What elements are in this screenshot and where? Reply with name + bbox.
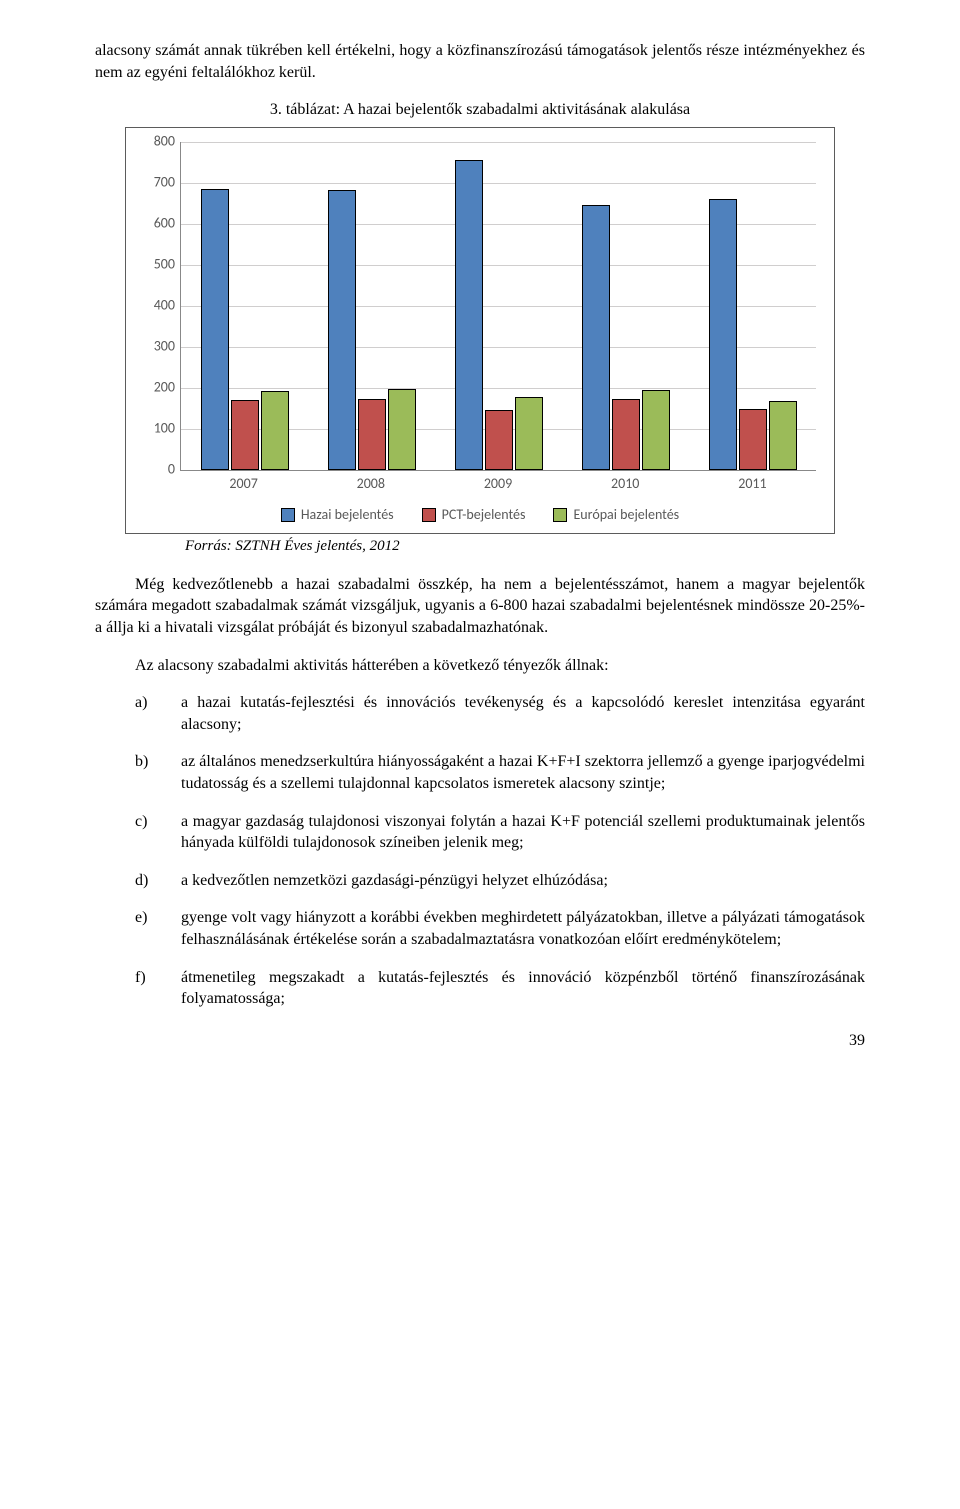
chart-bar [612,399,640,470]
chart-y-tick-label: 800 [135,132,175,151]
legend-swatch [422,508,436,522]
list-item: c)a magyar gazdaság tulajdonosi viszonya… [95,811,865,854]
list-item-text: gyenge volt vagy hiányzott a korábbi éve… [181,907,865,950]
paragraph-after-chart: Még kedvezőtlenebb a hazai szabadalmi ös… [95,574,865,639]
chart-bar [739,409,767,470]
list-item-marker: e) [95,907,181,950]
list-item-text: az általános menedzserkultúra hiányosság… [181,751,865,794]
legend-item: PCT-bejelentés [422,506,526,525]
chart-title: 3. táblázat: A hazai bejelentők szabadal… [95,99,865,121]
list-item: a)a hazai kutatás-fejlesztési és innovác… [95,692,865,735]
chart-bar [642,390,670,470]
chart-bar [582,205,610,470]
chart-bar-group [562,142,689,470]
chart-y-tick-label: 400 [135,296,175,315]
chart-y-tick-label: 200 [135,378,175,397]
chart-bar [485,410,513,469]
list-item-text: a magyar gazdaság tulajdonosi viszonyai … [181,811,865,854]
chart-bar-group [689,142,816,470]
chart-bar [201,189,229,470]
chart-legend: Hazai bejelentés PCT-bejelentés Európai be… [134,506,826,525]
chart-y-tick-label: 700 [135,173,175,192]
list-item-marker: d) [95,870,181,892]
list-item-text: a kedvezőtlen nemzetközi gazdasági-pénzü… [181,870,865,892]
legend-item: Európai bejelentés [553,506,679,525]
list-item-text: a hazai kutatás-fejlesztési és innováció… [181,692,865,735]
list-item-marker: a) [95,692,181,735]
list-item-marker: b) [95,751,181,794]
chart-bar [455,160,483,470]
legend-label: PCT-bejelentés [442,506,526,525]
list-item-marker: c) [95,811,181,854]
chart-x-labels: 20072008200920102011 [180,471,816,494]
list-item: f)átmenetileg megszakadt a kutatás-fejle… [95,967,865,1010]
chart-y-tick-label: 0 [135,460,175,479]
chart-bar [388,389,416,470]
chart-bar [769,401,797,470]
chart-bar [709,199,737,470]
legend-item: Hazai bejelentés [281,506,394,525]
chart-y-tick-label: 100 [135,419,175,438]
list-item: d)a kedvezőtlen nemzetközi gazdasági-pén… [95,870,865,892]
chart-x-tick-label: 2008 [307,471,434,494]
chart-source: Forrás: SZTNH Éves jelentés, 2012 [185,536,865,556]
intro-paragraph: alacsony számát annak tükrében kell érté… [95,40,865,83]
chart-container: 0100200300400500600700800 20072008200920… [125,127,835,534]
chart-plot-area: 0100200300400500600700800 [180,142,816,471]
chart-bar [328,190,356,470]
chart-x-tick-label: 2011 [689,471,816,494]
chart-bar [231,400,259,470]
chart-y-tick-label: 600 [135,214,175,233]
chart-y-tick-label: 300 [135,337,175,356]
list-item-text: átmenetileg megszakadt a kutatás-fejlesz… [181,967,865,1010]
chart-bar-group [435,142,562,470]
chart-x-tick-label: 2009 [434,471,561,494]
factors-list: a)a hazai kutatás-fejlesztési és innovác… [95,692,865,1010]
list-item-marker: f) [95,967,181,1010]
list-item: b)az általános menedzserkultúra hiányoss… [95,751,865,794]
legend-label: Hazai bejelentés [301,506,394,525]
chart-x-tick-label: 2007 [180,471,307,494]
legend-swatch [281,508,295,522]
list-item: e)gyenge volt vagy hiányzott a korábbi é… [95,907,865,950]
factors-heading: Az alacsony szabadalmi aktivitás hátteré… [95,655,865,677]
page-number: 39 [95,1030,865,1052]
chart-bar [515,397,543,470]
legend-label: Európai bejelentés [573,506,679,525]
chart-bar-group [308,142,435,470]
chart-y-tick-label: 500 [135,255,175,274]
chart-bar [358,399,386,470]
chart-bar [261,391,289,469]
chart-bar-group [181,142,308,470]
chart-x-tick-label: 2010 [562,471,689,494]
legend-swatch [553,508,567,522]
